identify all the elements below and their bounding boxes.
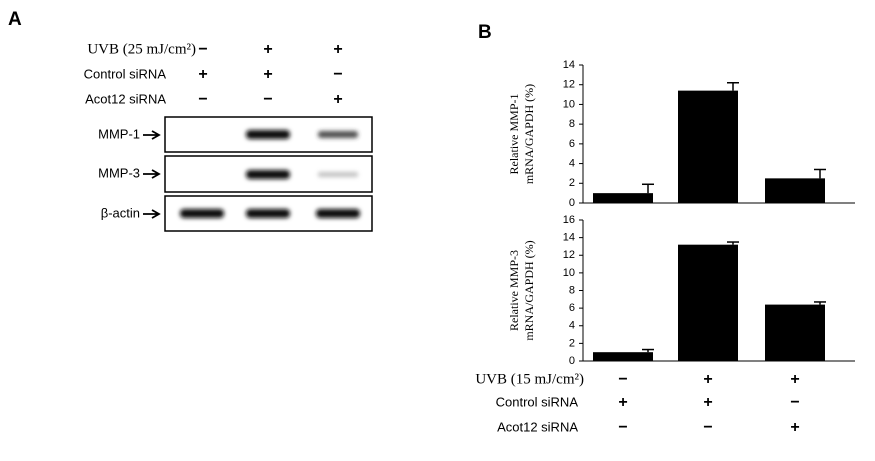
condition-sign: + (618, 394, 627, 411)
panel-label: B (478, 22, 492, 43)
condition-label: Control siRNA (84, 66, 167, 81)
blot-frame (164, 116, 373, 153)
bar (678, 244, 738, 361)
bar (765, 304, 825, 361)
arrow (143, 169, 161, 179)
bar (765, 178, 825, 203)
y-axis-label: mRNA/GAPDH (%) (522, 240, 536, 340)
condition-label: Acot12 siRNA (85, 91, 166, 106)
condition-sign: + (790, 419, 799, 436)
arrow (143, 209, 161, 219)
bar (678, 90, 738, 203)
condition-sign: + (703, 394, 712, 411)
bar (593, 193, 653, 203)
band (246, 170, 290, 179)
y-axis-label: mRNA/GAPDH (%) (522, 84, 536, 184)
y-tick-label: 16 (563, 214, 575, 226)
condition-sign: − (703, 419, 712, 436)
condition-sign: + (790, 371, 799, 388)
blot-frame (164, 155, 373, 193)
y-tick-label: 8 (569, 284, 575, 296)
blot-frame (164, 195, 373, 232)
band (180, 209, 224, 218)
y-tick-label: 6 (569, 302, 575, 314)
y-tick-label: 14 (563, 59, 575, 71)
y-tick-label: 2 (569, 337, 575, 349)
y-tick-label: 8 (569, 118, 575, 130)
y-tick-label: 4 (569, 157, 575, 169)
y-axis-label: Relative MMP-1 (507, 94, 521, 175)
blot-label: MMP-3 (98, 165, 140, 180)
y-tick-label: 4 (569, 320, 575, 332)
condition-sign: − (263, 91, 272, 108)
condition-sign: − (333, 66, 342, 83)
condition-sign: − (618, 371, 627, 388)
y-tick-label: 0 (569, 355, 575, 367)
condition-sign: − (618, 419, 627, 436)
y-tick-label: 6 (569, 138, 575, 150)
condition-sign: + (703, 371, 712, 388)
band (316, 209, 360, 218)
condition-label: Acot12 siRNA (497, 419, 578, 434)
condition-sign: − (790, 394, 799, 411)
y-tick-label: 12 (563, 79, 575, 91)
y-tick-label: 2 (569, 177, 575, 189)
condition-sign: + (333, 91, 342, 108)
y-tick-label: 10 (563, 98, 575, 110)
blot-label: β-actin (101, 205, 140, 220)
arrow (143, 130, 161, 140)
condition-sign: + (198, 66, 207, 83)
blots (164, 116, 373, 232)
condition-sign: − (198, 91, 207, 108)
condition-sign: − (198, 41, 207, 58)
bar (593, 352, 653, 361)
band (246, 209, 290, 218)
blot-label: MMP-1 (98, 126, 140, 141)
band (246, 130, 290, 139)
band (318, 131, 358, 138)
band (318, 172, 358, 177)
condition-sign: + (263, 41, 272, 58)
y-axis-label: Relative MMP-3 (507, 250, 521, 331)
condition-sign: + (333, 41, 342, 58)
y-tick-label: 14 (563, 232, 575, 244)
condition-sign: + (263, 66, 272, 83)
bands (180, 130, 360, 218)
y-tick-label: 10 (563, 267, 575, 279)
condition-label: Control siRNA (496, 394, 579, 409)
condition-label: UVB (15 mJ/cm²) (475, 371, 584, 387)
condition-label: UVB (25 mJ/cm²) (87, 41, 196, 57)
y-tick-label: 0 (569, 197, 575, 209)
y-tick-label: 12 (563, 249, 575, 261)
panel-label: A (8, 9, 22, 30)
